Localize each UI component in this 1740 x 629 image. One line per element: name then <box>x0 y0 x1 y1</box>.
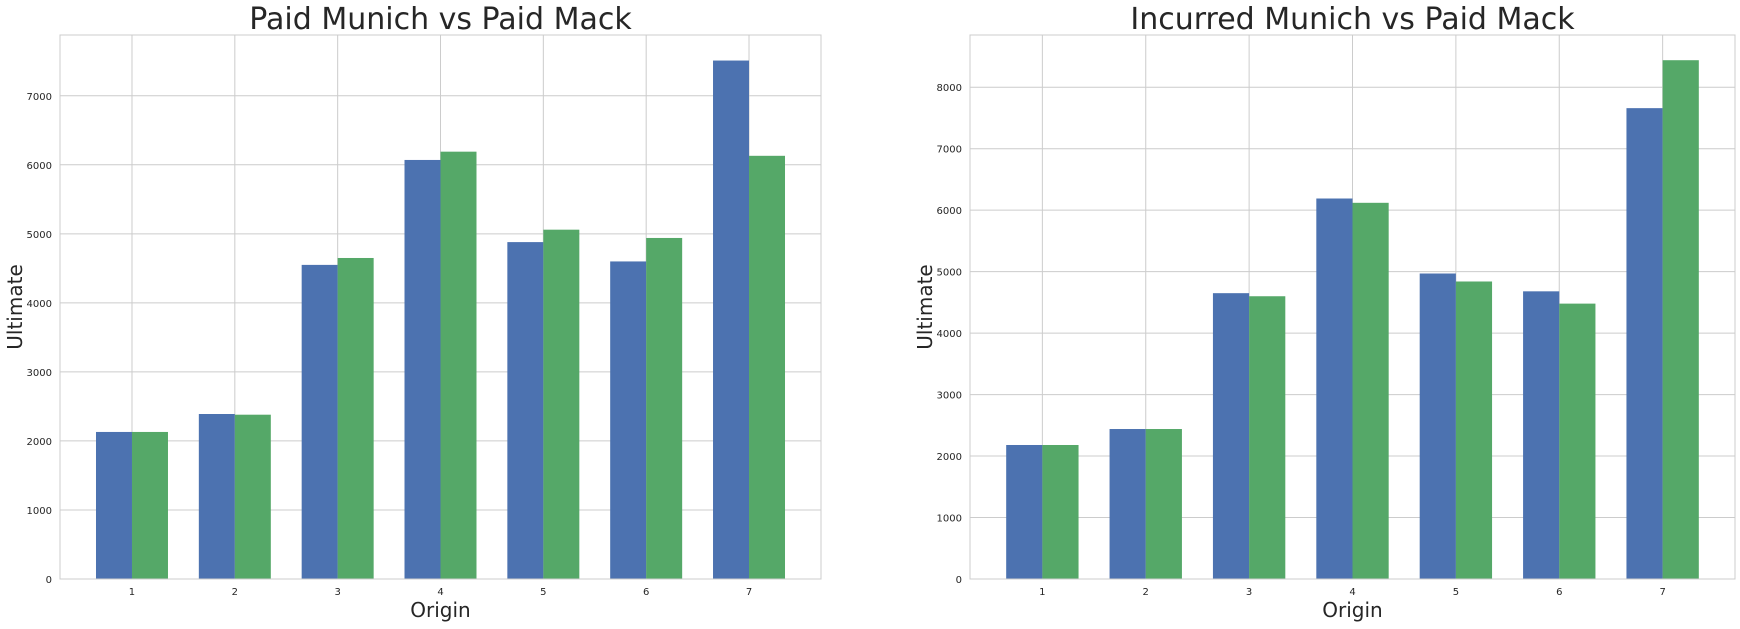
chart-title: Incurred Munich vs Paid Mack <box>1130 2 1575 37</box>
x-tick-label: 2 <box>232 587 238 598</box>
bar-series-1-origin-1 <box>95 431 132 579</box>
y-tick-label: 0 <box>46 575 52 586</box>
y-tick-label: 4000 <box>937 329 962 340</box>
y-tick-label: 2000 <box>27 437 52 448</box>
x-tick-label: 1 <box>129 587 135 598</box>
x-tick-label: 7 <box>1659 587 1665 598</box>
x-tick-label: 3 <box>1246 587 1252 598</box>
bar-series-2-origin-4 <box>440 151 477 579</box>
bar-series-1-origin-2 <box>198 414 235 579</box>
y-tick-label: 5000 <box>937 268 962 279</box>
y-tick-label: 8000 <box>937 83 962 94</box>
bar-series-2-origin-7 <box>1662 60 1699 579</box>
x-axis-label: Origin <box>1322 598 1382 622</box>
bar-series-2-origin-1 <box>131 431 168 579</box>
bar-series-1-origin-5 <box>1419 273 1456 579</box>
y-tick-label: 3000 <box>937 391 962 402</box>
x-tick-label: 6 <box>1556 587 1562 598</box>
x-tick-label: 2 <box>1143 587 1149 598</box>
y-tick-label: 7000 <box>937 145 962 156</box>
x-tick-label: 5 <box>540 587 546 598</box>
bar-series-2-origin-5 <box>543 229 580 579</box>
bar-series-2-origin-2 <box>1145 429 1182 579</box>
y-tick-label: 4000 <box>27 299 52 310</box>
x-tick-label: 3 <box>334 587 340 598</box>
bar-series-1-origin-5 <box>507 242 544 579</box>
bar-series-1-origin-4 <box>1316 198 1353 580</box>
x-tick-label: 5 <box>1453 587 1459 598</box>
x-tick-label: 4 <box>437 587 443 598</box>
plot-frame <box>59 34 822 580</box>
y-tick-label: 2000 <box>937 452 962 463</box>
bar-series-1-origin-7 <box>1626 108 1663 580</box>
bar-series-1-origin-3 <box>301 264 338 579</box>
bar-series-1-origin-1 <box>1006 444 1043 579</box>
y-tick-label: 6000 <box>937 206 962 217</box>
y-tick-label: 1000 <box>937 514 962 525</box>
x-tick-label: 6 <box>643 587 649 598</box>
plot-frame <box>969 34 1736 580</box>
x-tick-label: 4 <box>1349 587 1355 598</box>
y-tick-label: 6000 <box>27 161 52 172</box>
bar-series-2-origin-5 <box>1455 281 1493 579</box>
bar-series-2-origin-2 <box>234 414 271 579</box>
bar-series-1-origin-4 <box>404 159 441 579</box>
chart-title: Paid Munich vs Paid Mack <box>249 2 632 37</box>
x-axis-label: Origin <box>410 598 470 622</box>
y-tick-label: 3000 <box>27 368 52 379</box>
y-axis-label: Ultimate <box>3 264 27 349</box>
chart-1: 0 1000 2000 3000 4000 5000 6000 7000 1 2 3 4 5 6 7 Paid… <box>3 2 822 622</box>
bar-series-1-origin-3 <box>1212 293 1250 579</box>
bar-series-1-origin-6 <box>1523 291 1560 579</box>
bar-series-1-origin-6 <box>610 261 647 579</box>
y-axis-label: Ultimate <box>913 264 937 349</box>
bar-series-2-origin-6 <box>1559 303 1596 579</box>
x-tick-label: 7 <box>746 587 752 598</box>
bar-series-2-origin-1 <box>1042 444 1079 579</box>
bar-series-2-origin-3 <box>1249 296 1286 579</box>
y-tick-label: 5000 <box>27 230 52 241</box>
x-tick-label: 1 <box>1039 587 1045 598</box>
y-tick-label: 0 <box>956 575 962 586</box>
bar-series-2-origin-3 <box>337 257 374 579</box>
bar-series-2-origin-4 <box>1352 202 1389 579</box>
bar-series-2-origin-6 <box>646 237 683 579</box>
bar-series-1-origin-2 <box>1109 429 1146 579</box>
bar-series-1-origin-7 <box>713 60 750 579</box>
chart-2: 0 1000 2000 3000 4000 5000 6000 7000 8000 1 2 3 4 5 6 7… <box>913 2 1736 622</box>
bar-series-2-origin-7 <box>749 155 786 579</box>
y-tick-label: 7000 <box>27 92 52 103</box>
y-tick-label: 1000 <box>27 506 52 517</box>
